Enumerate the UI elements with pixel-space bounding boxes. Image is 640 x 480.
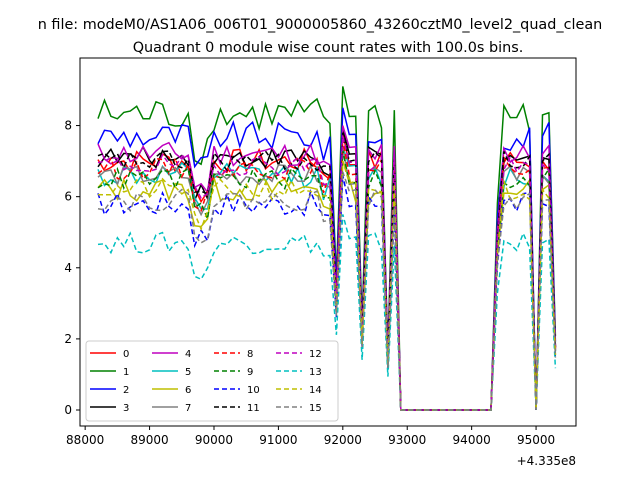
- y-axis: 0 2 4 6 8: [64, 119, 80, 417]
- x-tick-label: 88000: [66, 433, 104, 447]
- legend-label-15: 15: [309, 403, 322, 414]
- x-tick-label: 94000: [453, 433, 491, 447]
- x-tick-label: 92000: [324, 433, 362, 447]
- series-line-10: [97, 175, 557, 411]
- x-offset-label: +4.335e8: [517, 454, 576, 468]
- x-tick-label: 90000: [195, 433, 233, 447]
- x-tick-label: 91000: [259, 433, 297, 447]
- series-line-12: [97, 136, 557, 411]
- y-tick-label: 2: [64, 332, 72, 346]
- legend-label-6: 6: [185, 385, 191, 396]
- y-tick-label: 4: [64, 261, 72, 275]
- x-tick-label: 89000: [130, 433, 168, 447]
- legend-label-7: 7: [185, 403, 191, 414]
- legend-label-10: 10: [247, 385, 260, 396]
- legend-label-2: 2: [123, 385, 129, 396]
- legend-label-4: 4: [185, 349, 191, 360]
- series-line-13: [97, 214, 557, 411]
- x-tick-label: 95000: [517, 433, 555, 447]
- legend-label-5: 5: [185, 367, 191, 378]
- plot-area: [97, 86, 557, 411]
- legend-label-14: 14: [309, 385, 322, 396]
- legend-label-3: 3: [123, 403, 129, 414]
- y-tick-label: 6: [64, 190, 72, 204]
- legend-box: [85, 340, 339, 422]
- legend-label-9: 9: [247, 367, 253, 378]
- legend-label-1: 1: [123, 367, 129, 378]
- figure-suptitle: n file: modeM0/AS1A06_006T01_9000005860_…: [38, 17, 603, 33]
- x-tick-label: 93000: [388, 433, 426, 447]
- series-line-15: [97, 171, 557, 411]
- axes-frame: [79, 57, 577, 427]
- chart-title: Quadrant 0 module wise count rates with …: [133, 40, 524, 56]
- legend-label-11: 11: [247, 403, 260, 414]
- y-tick-label: 8: [64, 119, 72, 133]
- y-tick-label: 0: [64, 403, 72, 417]
- legend-label-8: 8: [247, 349, 253, 360]
- legend-label-13: 13: [309, 367, 322, 378]
- x-axis: 88000 89000 90000 91000 92000 93000 94000 95000: [66, 426, 555, 447]
- series-line-14: [97, 160, 557, 411]
- legend-label-0: 0: [123, 349, 129, 360]
- legend-label-12: 12: [309, 349, 322, 360]
